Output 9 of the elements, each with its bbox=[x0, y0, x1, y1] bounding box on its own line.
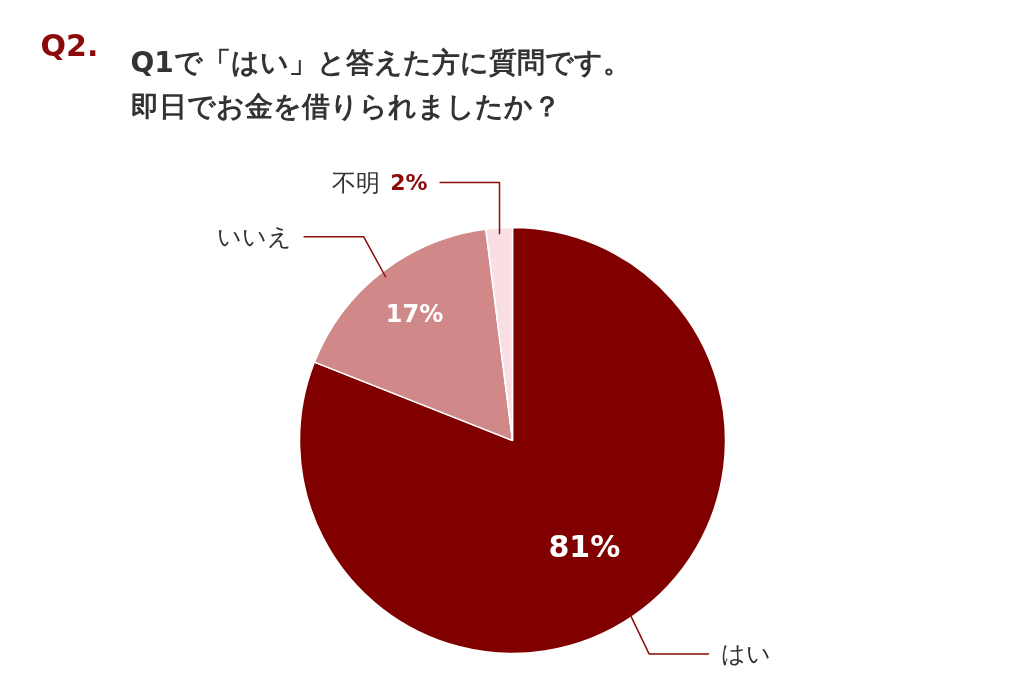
data-label: 2% bbox=[390, 170, 428, 195]
text: Q1で「はい」と答えた方に質問です。 bbox=[130, 46, 631, 79]
text: 即日でお金を借りられましたか？ bbox=[130, 90, 561, 123]
slice-label: はい bbox=[721, 639, 772, 668]
chart-title: Q2. bbox=[40, 28, 99, 63]
data-label: 81% bbox=[548, 528, 621, 564]
slice-label: いいえ bbox=[216, 222, 292, 251]
slice-label: 不明 bbox=[331, 168, 380, 197]
data-label: 17% bbox=[385, 300, 444, 329]
